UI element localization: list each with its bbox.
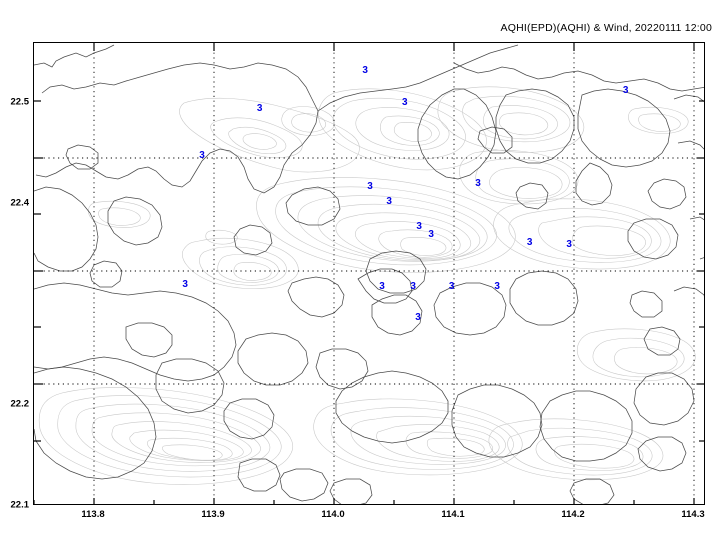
x-tick-label: 113.9	[201, 509, 225, 520]
y-tick-label: 22.1	[10, 499, 30, 511]
terrain-and-coastline-layer	[34, 44, 704, 504]
figure-title: AQHI(EPD)(AQHI) & Wind, 20220111 12:00	[500, 22, 712, 34]
coastline-paths	[34, 44, 704, 504]
y-tick-label: 22.5	[10, 96, 30, 108]
x-tick-label: 114.3	[681, 509, 705, 520]
x-tick-label: 114.1	[441, 509, 465, 520]
x-tick-label: 114.2	[561, 509, 585, 520]
elevation-contours	[38, 86, 696, 485]
x-axis-tick-labels: 113.8 113.9 114.0 114.1 114.2 114.3	[33, 509, 705, 525]
grid-lines-layer	[34, 43, 704, 504]
x-tick-label: 113.8	[81, 509, 105, 520]
y-axis-tick-labels: 22.2 22.4 22.5 22.1	[0, 42, 30, 511]
y-tick-label: 22.4	[10, 197, 30, 209]
x-tick-label: 114.0	[321, 509, 345, 520]
y-tick-label: 22.2	[10, 398, 30, 410]
